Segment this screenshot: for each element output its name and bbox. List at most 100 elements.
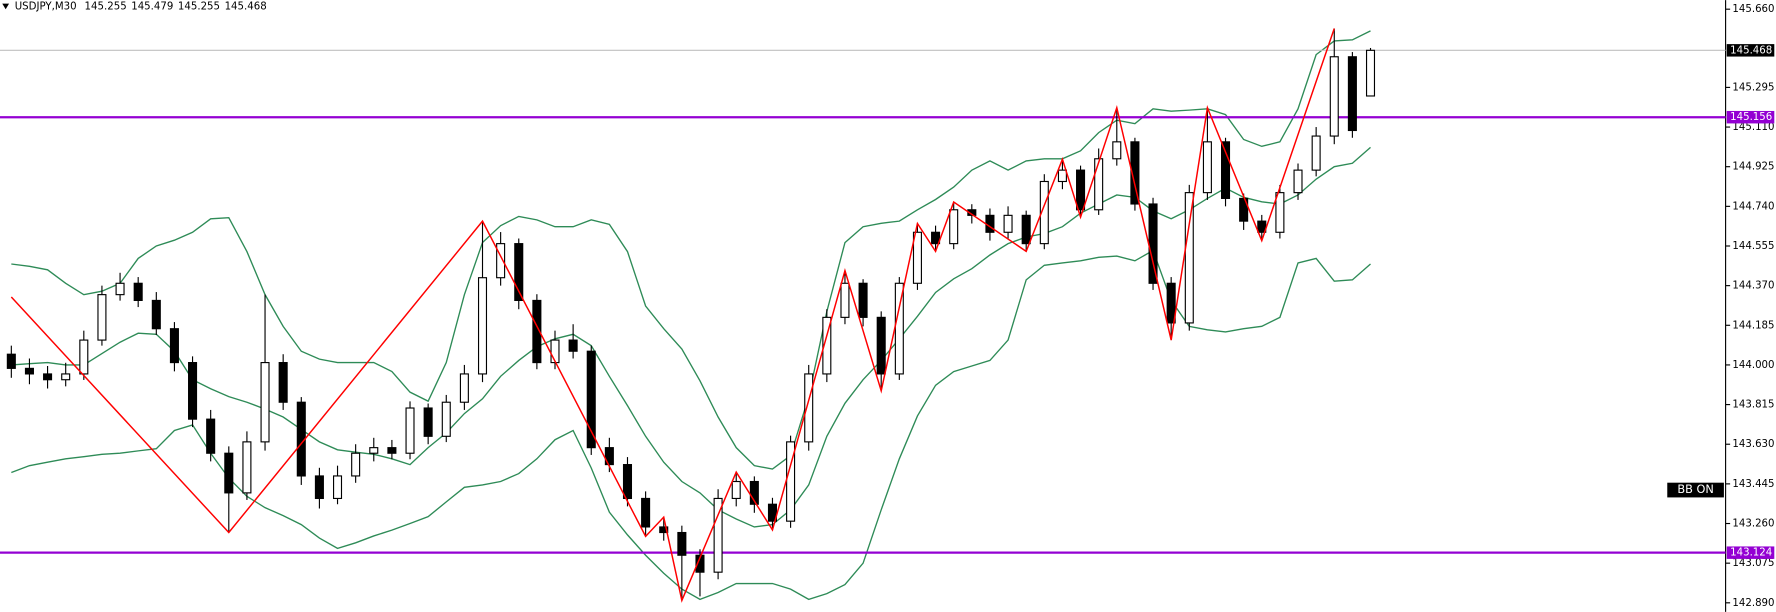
y-tick-label: 145.660 — [1732, 4, 1774, 15]
level-label: 143.124 — [1730, 548, 1772, 559]
candle-body — [876, 316, 886, 375]
candle-body — [1275, 192, 1285, 233]
candle-body — [1311, 135, 1321, 171]
y-tick-label: 143.075 — [1732, 558, 1774, 569]
zigzag — [10, 28, 1335, 603]
candle-body — [1021, 214, 1031, 245]
candle-body — [242, 441, 252, 494]
y-tick-label: 144.555 — [1732, 241, 1774, 252]
y-tick-label: 143.445 — [1732, 479, 1774, 490]
candle-body — [24, 367, 34, 375]
bollinger-band — [11, 249, 1371, 601]
candle-body — [459, 373, 469, 403]
candle-body — [97, 294, 107, 341]
candle-body — [695, 554, 705, 573]
candle-body — [1329, 56, 1339, 137]
candle-body — [586, 350, 596, 449]
candle-body — [405, 407, 415, 454]
candle-body — [1003, 214, 1013, 233]
candle-body — [441, 401, 451, 437]
candle-body — [151, 299, 161, 330]
candle-body — [423, 407, 433, 437]
y-tick-label: 145.110 — [1732, 122, 1774, 133]
candle-body — [278, 362, 288, 403]
collapse-arrow[interactable] — [2, 3, 10, 10]
y-tick-label: 144.370 — [1732, 281, 1774, 292]
current-price-label-box — [1726, 44, 1775, 57]
candle-body — [622, 464, 633, 500]
candle-body — [133, 282, 143, 301]
candle-body — [1347, 56, 1357, 132]
candle-body — [731, 480, 741, 500]
candle-body — [713, 497, 723, 573]
header-low: 145.255 — [178, 1, 220, 12]
candle-body — [351, 452, 361, 477]
y-tick-label: 144.000 — [1732, 360, 1774, 371]
level-label-box — [1726, 546, 1775, 559]
candle-body — [188, 362, 198, 420]
candle-body — [314, 475, 324, 500]
candle-body — [659, 526, 669, 534]
candle-body — [1239, 197, 1249, 222]
candle-body — [514, 243, 524, 301]
candle-body — [949, 209, 959, 245]
y-tick-label: 145.295 — [1732, 82, 1774, 93]
candles — [6, 28, 1376, 601]
candle-body — [604, 447, 614, 466]
candle-body — [1202, 141, 1212, 194]
candle-body — [369, 447, 379, 454]
bollinger-band — [11, 146, 1371, 528]
candle-body — [858, 282, 868, 318]
candle-body — [1166, 282, 1176, 324]
candle-body — [1076, 169, 1086, 211]
candle-body — [169, 328, 179, 364]
candle-body — [224, 452, 234, 494]
candle-body — [260, 362, 270, 443]
candle-body — [61, 373, 71, 381]
candle-body — [677, 531, 687, 556]
candle-body — [1039, 180, 1049, 245]
annotation-box — [1667, 482, 1724, 498]
candle-body — [43, 373, 53, 381]
y-tick-label: 143.260 — [1732, 519, 1774, 530]
candle-body — [333, 475, 343, 500]
y-tick-label: 143.630 — [1732, 439, 1774, 450]
level-label: 145.156 — [1730, 112, 1772, 123]
candle-body — [931, 231, 941, 245]
candle-body — [1057, 169, 1067, 183]
candle-body — [767, 503, 777, 522]
candle-body — [550, 339, 560, 364]
header-open: 145.255 — [85, 1, 127, 12]
y-tick-label: 142.890 — [1732, 598, 1774, 609]
candle-body — [6, 353, 16, 369]
header-close: 145.468 — [225, 1, 267, 12]
y-tick-label: 143.815 — [1732, 400, 1774, 411]
candle-body — [1184, 192, 1194, 324]
y-tick-label: 144.740 — [1732, 201, 1774, 212]
candle-body — [1221, 141, 1231, 199]
candle-body — [532, 299, 542, 364]
y-tick-label: 144.185 — [1732, 320, 1774, 331]
candle-body — [1365, 49, 1376, 97]
symbol: USDJPY,M30 — [15, 1, 77, 12]
header-high: 145.479 — [131, 1, 173, 12]
candle-body — [79, 339, 89, 375]
annotation: BB ON — [1677, 482, 1713, 496]
candle-body — [840, 282, 850, 318]
candle-body — [477, 277, 488, 375]
candle-body — [1112, 141, 1122, 160]
y-tick-label: 144.925 — [1732, 162, 1774, 173]
candle-body — [1094, 158, 1104, 211]
candle-body — [1293, 169, 1303, 194]
current-price-label: 145.468 — [1730, 45, 1772, 56]
candle-body — [749, 480, 759, 505]
candle-body — [496, 243, 506, 279]
candle-body — [387, 447, 397, 454]
header: USDJPY,M30 145.255 145.479 145.255 145.468 — [15, 1, 267, 12]
candle-body — [1130, 141, 1140, 205]
candle-body — [912, 231, 922, 284]
candle-body — [206, 418, 216, 454]
